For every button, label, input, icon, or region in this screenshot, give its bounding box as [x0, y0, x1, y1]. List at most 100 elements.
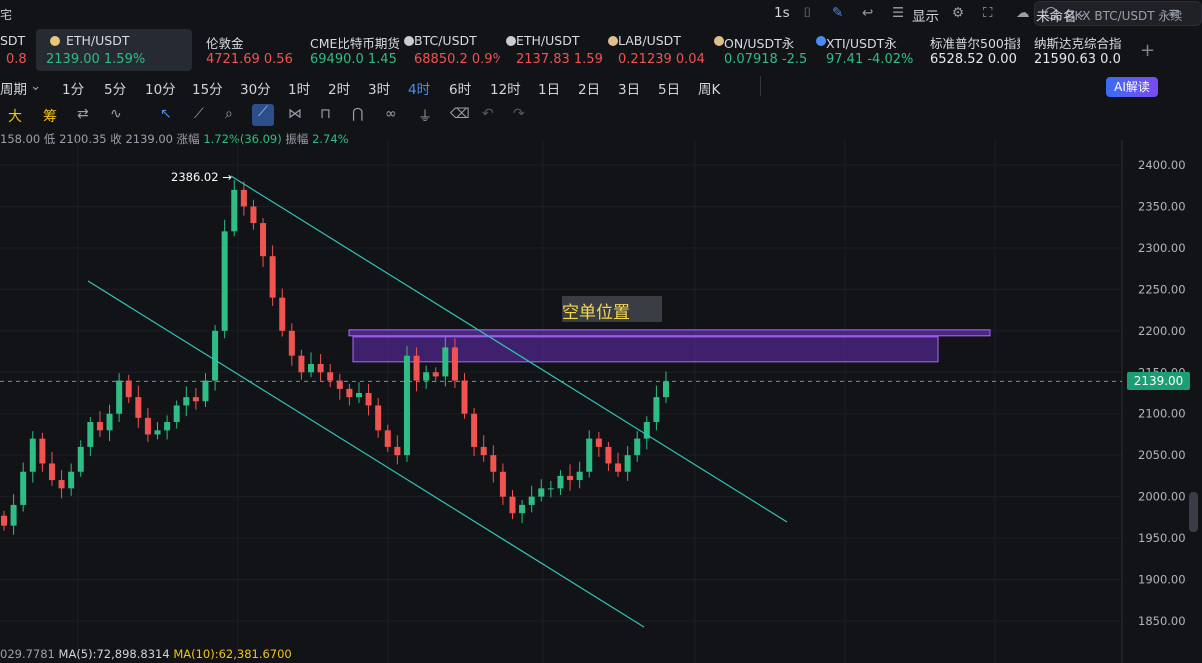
- coin-icon: [50, 36, 60, 46]
- compare-icon[interactable]: ⇄: [77, 106, 89, 122]
- pen-icon[interactable]: ✎: [832, 5, 844, 21]
- interval-1日[interactable]: 1日: [538, 82, 561, 98]
- candle-body: [595, 438, 602, 447]
- candle-body: [154, 430, 161, 435]
- candle-body: [653, 397, 660, 423]
- trendline-upper: [230, 175, 788, 523]
- ruler-icon[interactable]: ⟋: [194, 106, 204, 122]
- ai-analysis-button[interactable]: AI解读: [1106, 77, 1158, 97]
- search-box[interactable]: OKX BTC/USDT 永续: [1034, 1, 1202, 26]
- interval-6时[interactable]: 6时: [449, 82, 472, 98]
- candle-body: [48, 463, 55, 481]
- candle-body: [403, 355, 410, 456]
- interval-1分[interactable]: 1分: [62, 82, 85, 98]
- change-value: 1.72%(36.09): [203, 132, 282, 146]
- search-placeholder: OKX BTC/USDT 永续: [1065, 9, 1183, 23]
- ticker-5[interactable]: ETH/USDT 2137.83 1.59: [506, 29, 602, 71]
- interval-3时[interactable]: 3时: [368, 82, 391, 98]
- candle-body: [144, 417, 151, 435]
- ticker-7[interactable]: ON/USDT永 0.07918 -2.5: [714, 29, 810, 71]
- trendline-tool-icon[interactable]: ⟋: [252, 104, 274, 126]
- add-ticker-icon[interactable]: +: [1140, 40, 1156, 61]
- interval-30分[interactable]: 30分: [240, 82, 271, 98]
- ticker-value: 21590.63 0.0: [1034, 52, 1121, 67]
- ticker-6[interactable]: LAB/USDT 0.21239 0.04: [608, 29, 708, 71]
- ticker-2[interactable]: 伦敦金 4721.69 0.56: [196, 29, 296, 71]
- undo-icon[interactable]: ↶: [482, 106, 494, 122]
- trendline-lower: [87, 280, 645, 628]
- price-chart[interactable]: 2400.002350.002300.002250.002200.002150.…: [0, 140, 1202, 663]
- ticker-value: 68850.2 0.9%: [414, 52, 500, 67]
- redo-icon[interactable]: ↷: [513, 106, 525, 122]
- candle-body: [173, 405, 180, 423]
- chip-distribution-tool[interactable]: 筹: [43, 109, 57, 125]
- ma10-value: MA(10):62,381.6700: [173, 647, 292, 661]
- candle-body: [471, 413, 478, 447]
- ticker-3[interactable]: CME比特币期货 69490.0 1.45: [300, 29, 400, 71]
- camera-icon[interactable]: ⌷: [803, 5, 812, 21]
- filter-icon[interactable]: ⏚: [418, 109, 432, 125]
- coin-icon: [608, 36, 618, 46]
- ticker-8[interactable]: XTI/USDT永 97.41 -4.02%: [816, 29, 916, 71]
- interval-2日[interactable]: 2日: [578, 82, 601, 98]
- indicator-icon[interactable]: ∿: [110, 106, 122, 122]
- interval-1时[interactable]: 1时: [288, 82, 311, 98]
- drawing-toolbar: 大 筹 ⇄ ∿ ↖ ⟋ ⌕ ⟋ ⋈ ⊓ ⋂ ∞ ⏚ ⌫ ↶ ↷: [0, 104, 1202, 128]
- candle-body: [336, 380, 343, 389]
- interval-5分[interactable]: 5分: [104, 82, 127, 98]
- settings-icon[interactable]: ⚙: [952, 5, 965, 21]
- ticker-1[interactable]: ETH/USDT 2139.00 1.59%: [36, 29, 192, 71]
- ticker-value: 0.21239 0.04: [618, 52, 705, 67]
- change-label: 涨幅: [176, 132, 200, 146]
- interval-10分[interactable]: 10分: [145, 82, 176, 98]
- second-interval[interactable]: 1s: [774, 5, 790, 21]
- ticker-9[interactable]: 标准普尔500指数 6528.52 0.00: [920, 29, 1020, 71]
- big-order-tool[interactable]: 大: [8, 109, 22, 125]
- candle-body: [394, 446, 401, 456]
- interval-15分[interactable]: 15分: [192, 82, 223, 98]
- y-tick-label: 2350.00: [1138, 199, 1186, 213]
- period-selector[interactable]: 周期: [0, 82, 27, 98]
- link-icon[interactable]: ∞: [385, 106, 397, 122]
- low-value: 2100.35: [59, 132, 107, 146]
- interval-周K[interactable]: 周K: [698, 82, 721, 98]
- ticker-10[interactable]: 纳斯达克综合指 21590.63 0.0: [1024, 29, 1124, 71]
- ticker-name: ON/USDT永: [724, 36, 795, 51]
- cursor-icon[interactable]: ↖: [160, 106, 172, 122]
- chevron-down-icon[interactable]: ⌄: [1076, 5, 1088, 21]
- divider: [760, 76, 761, 96]
- magnet-icon[interactable]: ⋂: [352, 106, 364, 122]
- menu-icon[interactable]: ≡: [1168, 5, 1180, 21]
- short-position-annotation: 空单位置: [562, 296, 662, 323]
- price-axis-scroll-handle[interactable]: [1189, 492, 1198, 532]
- candle-body: [116, 380, 123, 414]
- interval-4时[interactable]: 4时: [408, 82, 431, 98]
- list-icon[interactable]: ☰: [892, 5, 905, 21]
- candle-body: [480, 446, 487, 456]
- candle-body: [605, 446, 612, 464]
- layout-name[interactable]: 未命名: [1036, 9, 1077, 25]
- candle-body: [269, 256, 276, 298]
- ticker-name: BTC/USDT: [414, 33, 477, 48]
- amplitude-value: 2.74%: [312, 132, 349, 146]
- candle-body: [77, 446, 84, 472]
- zoom-icon[interactable]: ⌕: [225, 106, 233, 122]
- ticker-0[interactable]: SDT 0.8: [0, 29, 34, 71]
- pattern-icon[interactable]: ⋈: [288, 106, 302, 122]
- chevron-down-icon[interactable]: ⌄: [30, 78, 42, 94]
- candle-body: [586, 438, 593, 472]
- interval-5日[interactable]: 5日: [658, 82, 681, 98]
- fullscreen-icon[interactable]: ⛶: [983, 5, 993, 21]
- lock-icon[interactable]: ⊓: [320, 106, 331, 122]
- cloud-icon[interactable]: ☁: [1016, 5, 1030, 21]
- display-menu[interactable]: 显示: [912, 9, 939, 25]
- trash-icon[interactable]: ⌫: [450, 106, 470, 122]
- ticker-4[interactable]: BTC/USDT 68850.2 0.9%: [404, 29, 500, 71]
- annotation-text: 空单位置: [562, 303, 630, 323]
- interval-2时[interactable]: 2时: [328, 82, 351, 98]
- interval-3日[interactable]: 3日: [618, 82, 641, 98]
- replay-icon[interactable]: ↩: [862, 5, 874, 21]
- interval-12时[interactable]: 12时: [490, 82, 521, 98]
- candle-body: [231, 189, 238, 232]
- candle-body: [20, 471, 27, 505]
